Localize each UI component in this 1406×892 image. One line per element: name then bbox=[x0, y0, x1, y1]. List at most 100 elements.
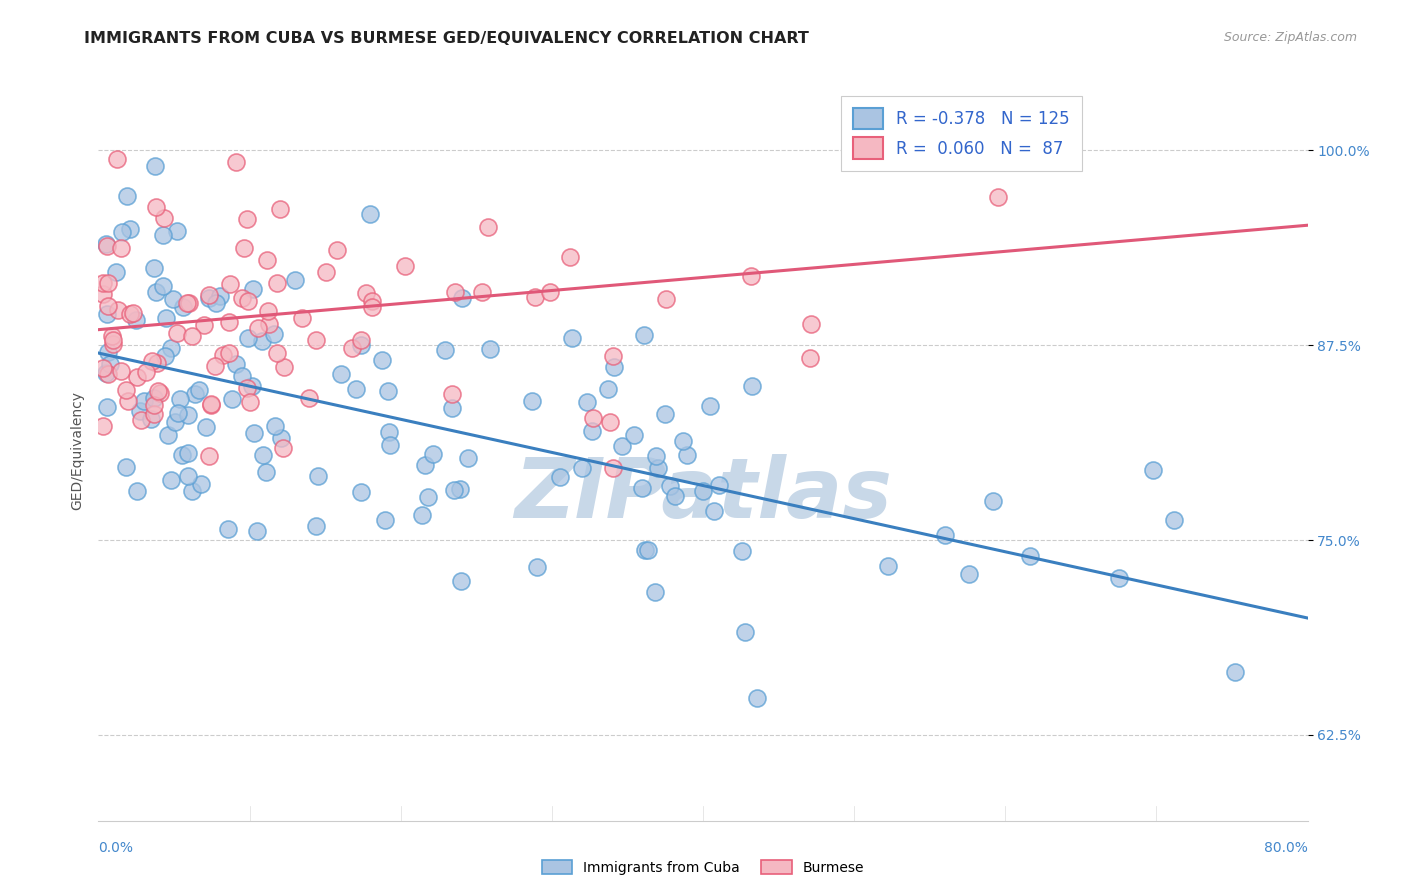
Point bbox=[155, 311, 177, 326]
Point bbox=[450, 574, 472, 588]
Point bbox=[236, 211, 259, 226]
Point bbox=[240, 379, 263, 393]
Text: 0.0%: 0.0% bbox=[98, 841, 134, 855]
Point bbox=[394, 259, 416, 273]
Point bbox=[350, 484, 373, 499]
Point bbox=[177, 446, 200, 460]
Point bbox=[187, 383, 209, 397]
Point bbox=[703, 504, 725, 518]
Point bbox=[672, 434, 695, 449]
Point bbox=[1019, 549, 1042, 563]
Point bbox=[118, 307, 141, 321]
Point bbox=[1142, 463, 1164, 477]
Point bbox=[143, 391, 166, 405]
Point bbox=[264, 418, 287, 433]
Point bbox=[273, 360, 295, 375]
Point bbox=[221, 392, 243, 407]
Point bbox=[120, 221, 142, 235]
Point bbox=[231, 291, 253, 305]
Point bbox=[152, 278, 174, 293]
Point bbox=[139, 411, 162, 425]
Point bbox=[1108, 571, 1130, 585]
Text: ZIPatlas: ZIPatlas bbox=[515, 454, 891, 535]
Point bbox=[204, 359, 226, 373]
Point bbox=[172, 449, 194, 463]
Point bbox=[143, 159, 166, 173]
Point bbox=[422, 447, 444, 461]
Point bbox=[141, 354, 163, 368]
Point bbox=[152, 227, 174, 242]
Point bbox=[197, 449, 219, 463]
Point bbox=[211, 348, 233, 362]
Point bbox=[699, 399, 721, 413]
Point bbox=[450, 291, 472, 305]
Point bbox=[142, 407, 165, 421]
Point bbox=[167, 406, 190, 420]
Point bbox=[233, 241, 256, 255]
Point bbox=[315, 265, 337, 279]
Point bbox=[478, 342, 501, 356]
Point bbox=[177, 408, 200, 422]
Point bbox=[96, 367, 118, 381]
Point bbox=[160, 342, 183, 356]
Point bbox=[307, 469, 329, 483]
Point bbox=[644, 584, 666, 599]
Point bbox=[441, 401, 464, 415]
Point bbox=[526, 559, 548, 574]
Point bbox=[142, 398, 165, 412]
Point bbox=[125, 312, 148, 326]
Point bbox=[190, 476, 212, 491]
Point bbox=[350, 338, 373, 352]
Point bbox=[633, 328, 655, 343]
Point bbox=[96, 239, 118, 253]
Point bbox=[378, 425, 401, 439]
Point bbox=[176, 296, 198, 310]
Point bbox=[444, 285, 467, 299]
Point bbox=[731, 544, 754, 558]
Point bbox=[538, 285, 561, 299]
Point bbox=[477, 219, 499, 234]
Point bbox=[115, 459, 138, 474]
Point bbox=[183, 387, 205, 401]
Point bbox=[98, 357, 121, 371]
Point bbox=[250, 334, 273, 348]
Point bbox=[94, 366, 117, 380]
Point bbox=[581, 424, 603, 438]
Point bbox=[97, 299, 120, 313]
Point bbox=[596, 382, 619, 396]
Point bbox=[205, 296, 228, 310]
Text: IMMIGRANTS FROM CUBA VS BURMESE GED/EQUIVALENCY CORRELATION CHART: IMMIGRANTS FROM CUBA VS BURMESE GED/EQUI… bbox=[84, 31, 810, 46]
Point bbox=[259, 317, 281, 331]
Point bbox=[209, 289, 232, 303]
Point bbox=[246, 524, 269, 538]
Legend: R = -0.378   N = 125, R =  0.060   N =  87: R = -0.378 N = 125, R = 0.060 N = 87 bbox=[841, 96, 1081, 170]
Point bbox=[631, 481, 654, 495]
Point bbox=[298, 391, 321, 405]
Point bbox=[105, 152, 128, 166]
Point bbox=[266, 346, 288, 360]
Point bbox=[637, 543, 659, 558]
Point bbox=[200, 397, 222, 411]
Point bbox=[122, 306, 145, 320]
Point bbox=[634, 542, 657, 557]
Point bbox=[734, 625, 756, 640]
Point bbox=[96, 401, 118, 415]
Point bbox=[612, 439, 634, 453]
Point bbox=[360, 300, 382, 314]
Point bbox=[157, 428, 180, 442]
Point bbox=[934, 528, 956, 542]
Point bbox=[433, 343, 456, 357]
Point bbox=[225, 358, 247, 372]
Point bbox=[128, 403, 150, 417]
Point bbox=[254, 465, 277, 479]
Point bbox=[217, 523, 239, 537]
Point bbox=[356, 285, 378, 300]
Point bbox=[575, 395, 598, 409]
Point bbox=[416, 490, 439, 504]
Point bbox=[200, 398, 222, 412]
Point bbox=[236, 331, 259, 345]
Point bbox=[179, 296, 201, 310]
Point bbox=[236, 294, 259, 309]
Text: 80.0%: 80.0% bbox=[1264, 841, 1308, 855]
Point bbox=[135, 365, 157, 379]
